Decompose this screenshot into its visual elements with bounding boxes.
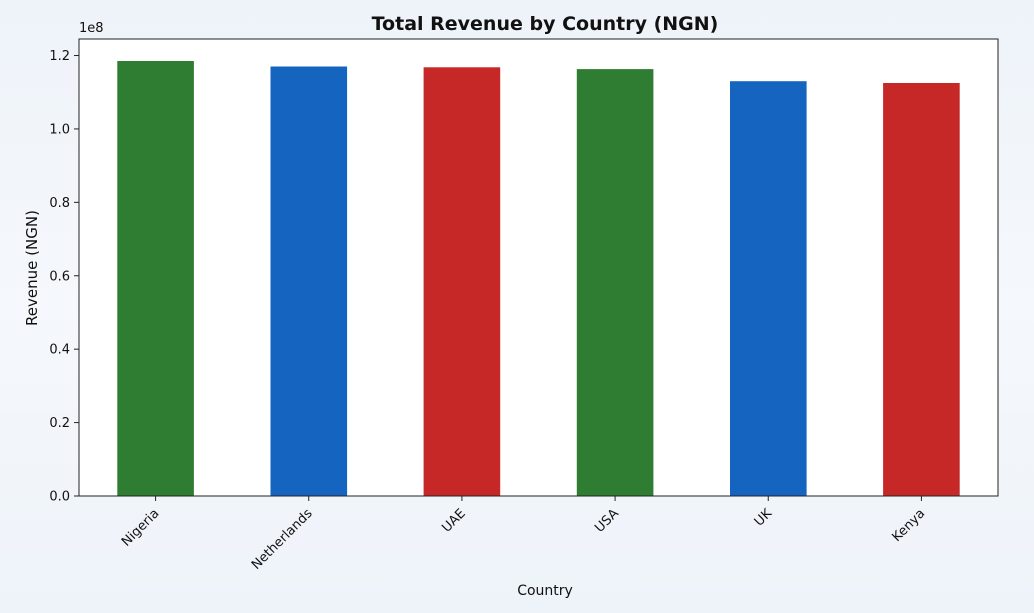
y-tick-label: 0.2 [49, 416, 70, 431]
bar-netherlands [270, 66, 348, 496]
plot-border [78, 38, 999, 497]
y-axis-label: Revenue (NGN) [23, 210, 41, 326]
y-offset-label: 1e8 [79, 21, 104, 36]
y-tick-label: 0.8 [49, 196, 70, 211]
bar-uk [730, 81, 807, 496]
y-tick-label: 0.6 [49, 269, 70, 284]
bar-nigeria [117, 61, 194, 496]
y-tick-label: 1.2 [49, 49, 70, 64]
x-tick-label: Nigeria [119, 506, 162, 549]
y-tick-label: 0.4 [49, 343, 70, 358]
bar-kenya [883, 83, 960, 496]
bar-uae [423, 67, 501, 497]
x-tick-label: Kenya [890, 506, 929, 545]
x-axis-label: Country [517, 583, 573, 599]
y-tick-label: 0.0 [49, 490, 70, 505]
x-tick-label: UAE [439, 506, 468, 535]
x-tick-label: Netherlands [249, 506, 316, 573]
plot-area [79, 39, 998, 496]
y-tick-label: 1.0 [49, 122, 70, 137]
x-tick-label: UK [752, 506, 776, 530]
x-tick-label: USA [592, 506, 622, 536]
chart-title: Total Revenue by Country (NGN) [372, 13, 719, 35]
bar-usa [576, 69, 654, 496]
